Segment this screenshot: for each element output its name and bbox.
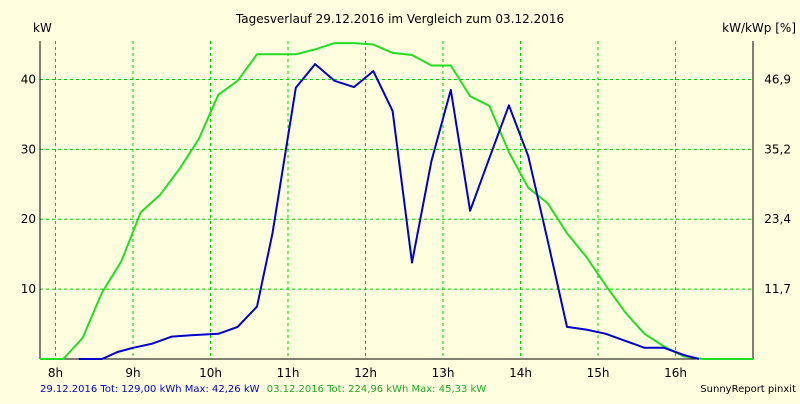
x-tick-label: 12h xyxy=(354,366,377,380)
x-tick-label: 11h xyxy=(277,366,300,380)
y-right-tick-label: 46,9 xyxy=(764,72,791,86)
x-tick-label: 8h xyxy=(48,366,63,380)
legend-series-29-12-2016: 29.12.2016 Tot: 129,00 kWh Max: 42,26 kW xyxy=(40,384,260,395)
y-left-tick-label: 30 xyxy=(21,142,36,156)
legend-series-03-12-2016: 03.12.2016 Tot: 224,96 kWh Max: 45,33 kW xyxy=(267,384,487,395)
x-tick-label: 13h xyxy=(432,366,455,380)
y-right-tick-label: 11,7 xyxy=(764,282,791,296)
tick-labels: 8h 9h 10h 11h 12h 13h 14h 15h 16h 10 11,7 20 23,4 30 3… xyxy=(21,72,791,380)
x-tick-label: 15h xyxy=(587,366,610,380)
chart-title: Tagesverlauf 29.12.2016 im Vergleich zum… xyxy=(235,12,564,26)
series-line-03-12-2016 xyxy=(40,42,753,360)
x-tick-label: 16h xyxy=(664,366,687,380)
y-left-tick-label: 20 xyxy=(21,212,36,226)
grid-lines xyxy=(40,41,753,359)
x-tick-label: 9h xyxy=(125,366,140,380)
plot-frame xyxy=(39,41,754,360)
y-left-tick-label: 10 xyxy=(21,282,36,296)
y-right-tick-label: 23,4 xyxy=(764,212,791,226)
y-left-tick-label: 40 xyxy=(21,72,36,86)
series-lines xyxy=(40,42,753,360)
y-right-tick-label: 35,2 xyxy=(764,142,791,156)
y-axis-right-label: kW/kWp [%] xyxy=(722,21,796,35)
x-tick-label: 10h xyxy=(199,366,222,380)
x-tick-label: 14h xyxy=(509,366,532,380)
series-line-29-12-2016 xyxy=(78,63,700,360)
footer-legend: 29.12.2016 Tot: 129,00 kWh Max: 42,26 kW… xyxy=(40,384,486,395)
y-axis-left-label: kW xyxy=(33,21,52,35)
credit-text: SunnyReport pinxit xyxy=(700,384,796,395)
